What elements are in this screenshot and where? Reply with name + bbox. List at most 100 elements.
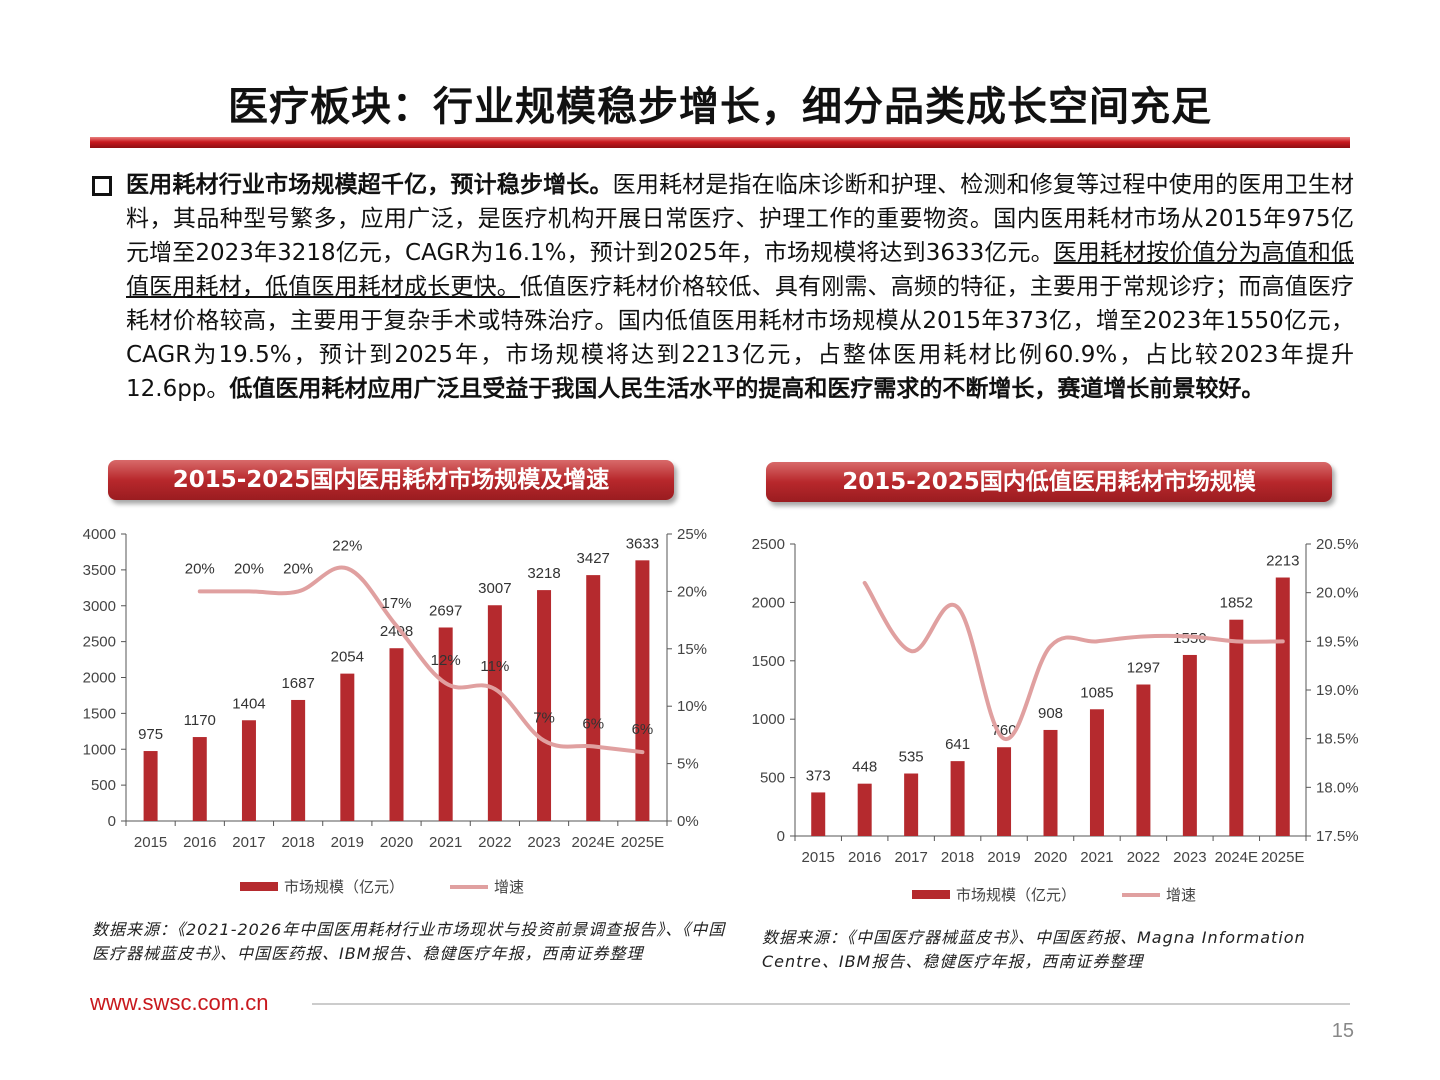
chart1-left-tick-label: 3000 [83,598,116,615]
chart1-bar [241,720,256,821]
chart1-line-label: 11% [480,658,509,675]
bullet-square-icon [92,176,112,196]
chart1-title: 2015-2025国内医用耗材市场规模及增速 [108,460,674,500]
chart2-bar [1275,577,1290,836]
title-divider [90,137,1350,148]
chart1-x-tick-label: 2022 [478,834,511,851]
chart1-x-tick-label: 2016 [183,834,216,851]
chart1-bar-label: 1687 [281,675,314,692]
chart1-bar-label: 2697 [429,602,462,619]
chart1-x-tick-label: 2023 [527,834,560,851]
chart2-bar-label: 641 [945,736,970,753]
chart1-legend-bar-swatch [240,882,278,891]
chart2-bar [1182,654,1197,836]
chart2-x-tick-label: 2019 [987,849,1020,866]
chart1-line-label: 22% [332,537,362,554]
chart1-line-label: 6% [632,721,654,738]
chart2-bar-label: 1852 [1220,595,1253,612]
chart2-right-tick-label: 20.5% [1316,536,1359,553]
chart1-bar-label: 3218 [527,565,560,582]
chart2-bar [1229,619,1244,836]
chart2-left-tick-label: 2500 [752,536,785,553]
chart2-bar-label: 1085 [1080,684,1113,701]
chart1-x-tick-label: 2018 [281,834,314,851]
chart1-legend-line-label: 增速 [494,878,524,896]
chart1-growth-line [197,565,645,755]
chart1-left-tick-label: 0 [108,813,116,830]
chart1-right-tick-label: 20% [677,583,707,600]
chart2-bar-label: 535 [899,749,924,766]
chart1-line-label: 17% [381,595,411,612]
para-bold-lead: 医用耗材行业市场规模超千亿，预计稳步增长。 [126,172,613,198]
chart1-right-tick-label: 0% [677,813,699,830]
chart1-x-tick-label: 2021 [429,834,462,851]
chart1-bar [635,560,650,821]
chart1-bar [389,648,404,821]
chart1-left-tick-label: 1500 [83,705,116,722]
chart2-right-tick-label: 17.5% [1316,828,1359,845]
chart2-x-tick-label: 2024E [1215,849,1258,866]
chart1-right-tick-label: 25% [677,526,707,543]
chart2-legend-bar-label: 市场规模（亿元） [956,886,1076,904]
chart1-line-label: 20% [234,560,264,577]
chart2-growth-line [862,580,1285,741]
intro-paragraph: 医用耗材行业市场规模超千亿，预计稳步增长。医用耗材是指在临床诊断和护理、检测和修… [126,168,1354,406]
chart2-bar [811,792,826,836]
chart2-bar [1043,729,1058,836]
chart1-left-tick-label: 500 [91,777,116,794]
chart1-bar [192,737,207,821]
para-underline: 医用耗材按价值分为高值和低值医用耗材，低值医用耗材成长更快。 [126,240,1354,300]
chart2-svg: 0 500 1000 1500 2000 2500 17.5% 18.0% 18.5% 19.0%… [752,536,1359,904]
chart1-bar [340,673,355,821]
chart1-left-tick-label: 2500 [83,634,116,651]
chart2-bar-label: 373 [806,767,831,784]
chart1-right-tick-label: 15% [677,641,707,658]
chart2-bar-label: 2213 [1266,553,1299,570]
chart1-line-label: 6% [582,715,604,732]
chart2-bar [997,747,1012,836]
chart2-left-tick-label: 2000 [752,594,785,611]
chart2-right-tick-label: 19.0% [1316,682,1359,699]
chart1-x-tick-label: 2019 [331,834,364,851]
chart1-line-label: 20% [283,560,313,577]
chart2-bar [1089,709,1104,836]
chart2-x-tick-label: 2020 [1034,849,1067,866]
chart2-bar-label: 908 [1038,705,1063,722]
chart2-bar [857,783,872,836]
chart1-line-label: 20% [185,560,215,577]
chart1-left-tick-label: 3500 [83,562,116,579]
chart1-bar-label: 975 [138,726,163,743]
chart1-bar [537,590,552,821]
chart2-x-tick-label: 2018 [941,849,974,866]
chart2-x-tick-label: 2016 [848,849,881,866]
chart1-left-tick-label: 4000 [83,526,116,543]
chart1-line-label: 12% [431,652,461,669]
page-title: 医疗板块：行业规模稳步增长，细分品类成长空间充足 [228,84,1212,130]
chart1-right-tick-label: 10% [677,698,707,715]
chart2-legend-bar-swatch [912,890,950,899]
chart2-x-tick-label: 2021 [1080,849,1113,866]
chart2-left-tick-label: 500 [760,770,785,787]
chart2-right-tick-label: 18.0% [1316,779,1359,796]
page-number: 15 [1331,1020,1354,1042]
chart2-x-tick-label: 2025E [1261,849,1304,866]
chart1-bar [487,605,502,821]
chart1-legend-bar-label: 市场规模（亿元） [284,878,404,896]
chart2-bar-label: 1297 [1127,660,1160,677]
para-text-1: 医用耗材是指在临床诊断和护理、检测和修复等过程中使用的医用卫生材料，其品种型号繁… [126,172,1355,266]
chart1-right-tick-label: 5% [677,756,699,773]
chart1-bar [143,751,158,821]
chart2-left-tick-label: 1500 [752,653,785,670]
chart2-bar [1136,684,1151,836]
chart1-bar-label: 1404 [232,695,265,712]
chart2-title: 2015-2025国内低值医用耗材市场规模 [766,462,1332,502]
chart1-left-tick-label: 1000 [83,741,116,758]
chart2-right-tick-label: 19.5% [1316,633,1359,650]
chart2-x-tick-label: 2023 [1173,849,1206,866]
chart1-bar-label: 2054 [331,649,364,666]
chart2-bar [904,773,919,836]
chart1-x-tick-label: 2015 [134,834,167,851]
chart2-x-tick-label: 2015 [802,849,835,866]
footer-url[interactable]: www.swsc.com.cn [90,990,269,1015]
chart1-x-tick-label: 2020 [380,834,413,851]
